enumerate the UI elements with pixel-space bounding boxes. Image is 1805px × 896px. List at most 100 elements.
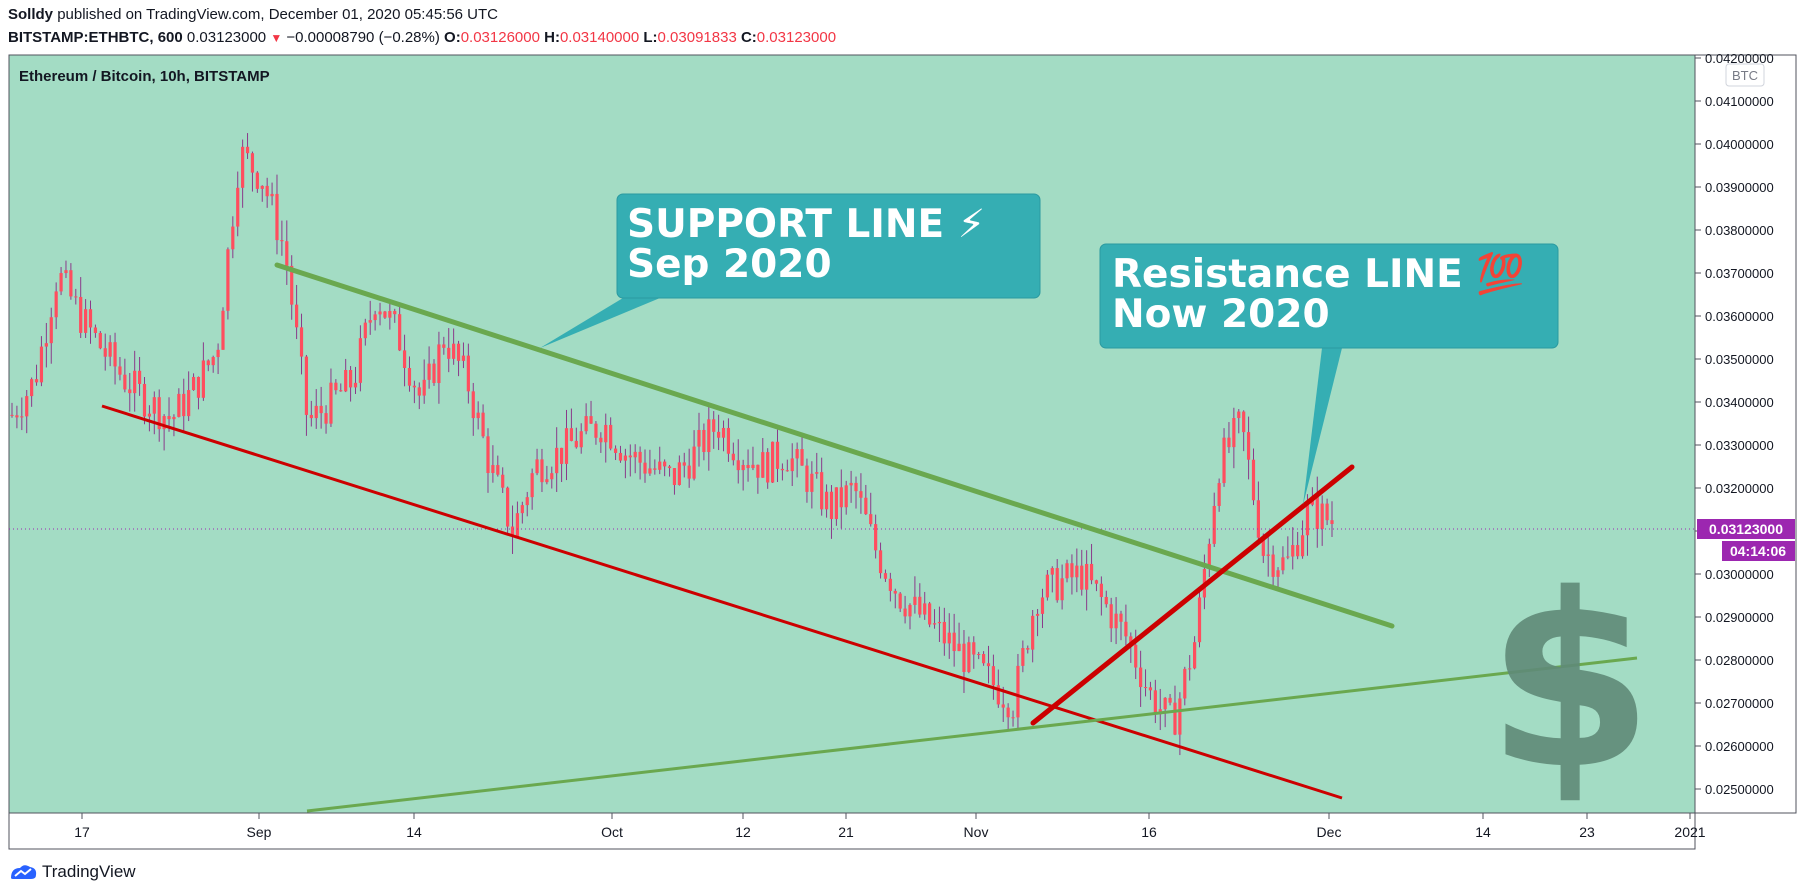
last-price: 0.03123000: [186, 29, 267, 46]
candle-body: [182, 393, 186, 417]
candle-body: [824, 491, 829, 510]
candle-body: [653, 468, 657, 470]
candle-body: [491, 465, 495, 474]
candle-body: [849, 482, 853, 486]
candle-body: [893, 590, 897, 594]
candle-body: [618, 452, 623, 461]
candle-body: [44, 343, 48, 347]
candle-body: [820, 472, 824, 510]
candle-body: [245, 146, 250, 154]
candle-body: [579, 431, 583, 448]
time-axis[interactable]: [8, 812, 1696, 850]
candle-body: [280, 240, 284, 242]
candle-body: [290, 265, 294, 305]
candle-body: [898, 593, 902, 609]
candle-body: [236, 187, 240, 227]
support-trend-line[interactable]: [274, 262, 1395, 629]
candle-body: [84, 309, 88, 333]
candle-body: [137, 370, 142, 384]
candle-body: [888, 578, 892, 591]
y-tick-label: 0.03800000: [1705, 223, 1774, 238]
candle-body: [790, 458, 794, 472]
candle-body: [133, 370, 137, 394]
y-tick-label: 0.02800000: [1705, 653, 1774, 668]
candle-body: [1035, 613, 1040, 616]
currency-badge[interactable]: [1725, 63, 1765, 87]
resistance-callout[interactable]: Resistance LINE 💯 Now 2020: [1099, 243, 1559, 505]
candle-body: [1266, 554, 1270, 556]
candle-body: [1286, 556, 1290, 558]
candle-body: [1256, 500, 1260, 538]
candle-body: [314, 405, 318, 419]
candle-body: [1045, 574, 1049, 598]
x-tick-label: Nov: [964, 824, 989, 840]
candle-body: [648, 468, 652, 474]
candle-body: [623, 455, 627, 461]
candle-body: [162, 416, 166, 430]
y-tick-label: 0.03000000: [1705, 567, 1774, 582]
candle-body: [255, 172, 259, 189]
pane-title: Ethereum / Bitcoin, 10h, BITSTAMP: [19, 68, 270, 85]
candle-body: [741, 464, 745, 471]
y-tick-label: 0.02900000: [1705, 610, 1774, 625]
candle-body: [1153, 690, 1157, 715]
candle-body: [613, 448, 618, 453]
candle-body: [113, 342, 117, 367]
author-name[interactable]: Solldy: [8, 6, 54, 23]
candle-body: [486, 436, 490, 474]
candle-body: [103, 348, 107, 357]
candle-body: [417, 387, 421, 396]
candle-body: [932, 623, 937, 625]
long-term-support-line[interactable]: [306, 656, 1638, 813]
candle-body: [506, 487, 510, 527]
open-label: O:: [444, 29, 461, 46]
candle-body: [810, 473, 814, 492]
candle-body: [1065, 563, 1069, 579]
candle-body: [682, 462, 686, 466]
candle-body: [1104, 596, 1108, 605]
lower-channel-line[interactable]: [101, 404, 1343, 800]
candle-body: [712, 419, 716, 432]
candle-body: [1173, 702, 1177, 735]
candle-body: [98, 332, 102, 349]
candle-body: [152, 397, 156, 414]
candle-body: [687, 465, 691, 479]
candle-body: [1242, 411, 1246, 433]
candle-body: [226, 249, 230, 311]
candle-body: [1315, 496, 1319, 529]
candle-body: [358, 338, 363, 383]
candle-body: [1080, 565, 1084, 590]
candle-body: [25, 396, 29, 417]
candle-body: [211, 357, 215, 366]
candle-body: [476, 412, 480, 419]
candle-body: [878, 550, 883, 574]
candle-body: [231, 226, 235, 250]
candle-body: [69, 270, 73, 297]
candle-body: [285, 241, 289, 266]
dollar-watermark: $: [1487, 542, 1654, 822]
candle-body: [466, 355, 470, 392]
candle-body: [525, 497, 529, 506]
candle-body: [658, 461, 662, 470]
tradingview-footer[interactable]: TradingView: [8, 862, 136, 882]
candles-group: [10, 133, 1334, 756]
candle-body: [471, 391, 475, 419]
candle-body: [672, 468, 677, 485]
candle-body: [1188, 668, 1192, 670]
support-callout[interactable]: SUPPORT LINE ⚡ Sep 2020: [540, 193, 1041, 348]
candle-body: [260, 185, 264, 189]
y-tick-label: 0.03600000: [1705, 309, 1774, 324]
candle-body: [1055, 568, 1059, 601]
candle-body: [1050, 568, 1054, 575]
candle-body: [167, 416, 171, 420]
resistance-callout-line2: Now 2020: [1112, 292, 1330, 337]
candle-body: [1075, 565, 1079, 578]
resistance-trend-line[interactable]: [1030, 464, 1355, 726]
y-tick-label: 0.03200000: [1705, 481, 1774, 496]
candle-body: [1168, 697, 1172, 703]
candle-body: [378, 311, 382, 315]
candle-body: [633, 451, 637, 458]
candle-body: [147, 413, 151, 417]
candle-body: [1237, 411, 1241, 419]
